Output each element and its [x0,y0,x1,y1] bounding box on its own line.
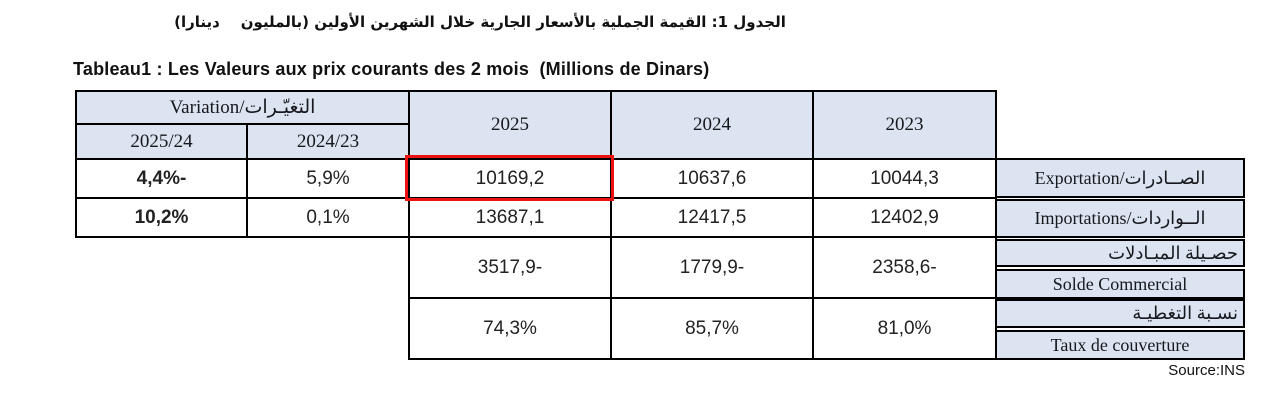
header-year-2025: 2025 [408,90,612,160]
row-label-importations: Importations/الــواردات [995,199,1245,238]
cell-taux-2023: 81,0% [812,297,997,360]
table-title-french: Tableau1 : Les Valeurs aux prix courants… [73,59,710,79]
row-label-taux-arabic: نسـبة التغطيـة [995,299,1245,328]
row-label-solde-arabic: حصـيلة المبـادلات [995,239,1245,267]
source-note: Source:INS [1168,362,1245,379]
cell-export-2025: 10169,2 [408,158,612,199]
cell-export-2023: 10044,3 [812,158,997,199]
header-variation-2024-23: 2024/23 [246,123,410,160]
cell-solde-2025: 3517,9- [408,236,612,299]
row-label-taux-french: Taux de couverture [995,330,1245,360]
row-label-exportation: Exportation/الصــادرات [995,158,1245,198]
cell-import-2023: 12402,9 [812,197,997,238]
cell-taux-2024: 85,7% [610,297,814,360]
header-variation-2025-24: 2025/24 [75,123,248,160]
cell-import-2024: 12417,5 [610,197,814,238]
cell-solde-2024: 1779,9- [610,236,814,299]
cell-taux-2025: 74,3% [408,297,612,360]
cell-export-var-2024-23: 5,9% [246,158,410,199]
cell-export-var-2025-24: 4,4%- [75,158,248,199]
cell-solde-2023: 2358,6- [812,236,997,299]
cell-import-var-2024-23: 0,1% [246,197,410,238]
header-year-2024: 2024 [610,90,814,160]
highlight-box [405,155,614,201]
cell-import-var-2025-24: 10,2% [75,197,248,238]
header-year-2023: 2023 [812,90,997,160]
cell-import-2025: 13687,1 [408,197,612,238]
table-title-arabic: الجدول 1: القيمة الجملية بالأسعار الجاري… [174,13,786,31]
row-label-solde-french: Solde Commercial [995,269,1245,299]
header-variation: Variation/التغيّـرات [75,90,410,125]
cell-export-2024: 10637,6 [610,158,814,199]
